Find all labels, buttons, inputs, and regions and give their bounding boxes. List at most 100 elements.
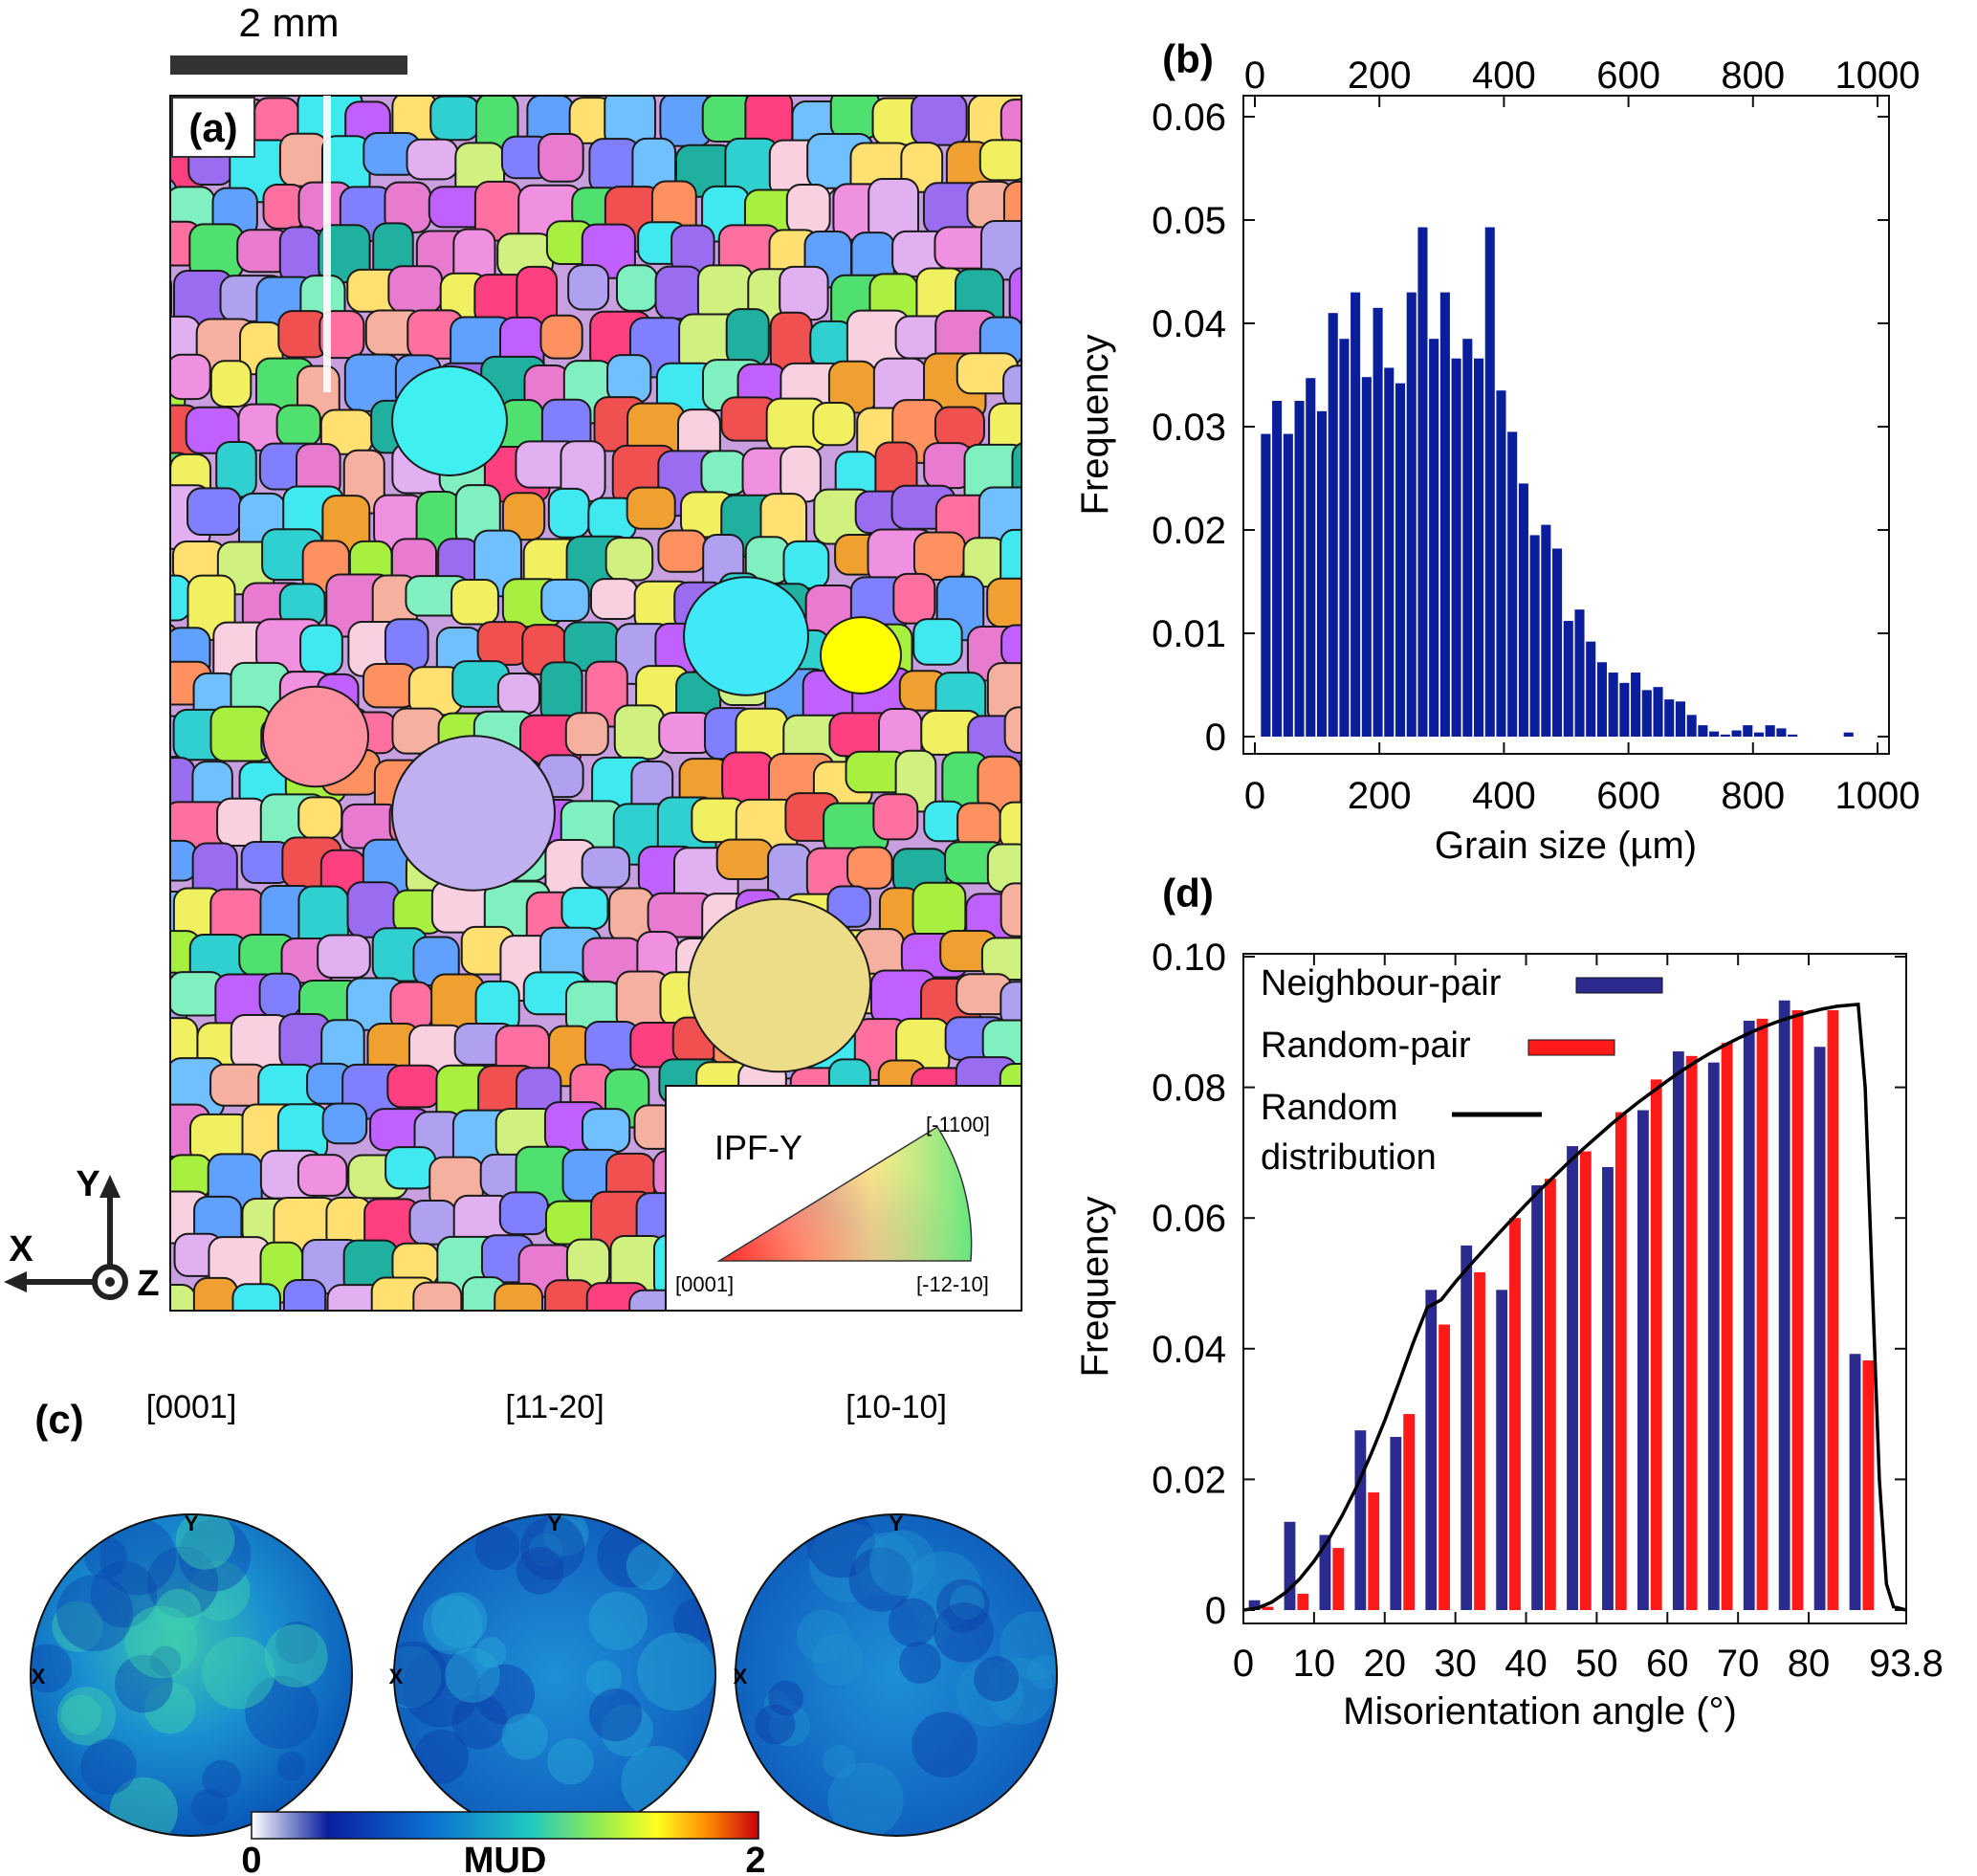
texture-contour (146, 1546, 219, 1619)
panel-c: (c) [0001] Y X [11-20] Y X [10-10] Y X (30, 1389, 1058, 1876)
panel-a: 2 mm (a) IPF-Y [0001] [-12-10] [-1100] (4, 0, 1022, 1312)
bar-neighbour-pair (1637, 1110, 1649, 1610)
bar-random-pair (1297, 1593, 1309, 1610)
texture-contour (474, 1664, 536, 1725)
texture-contour (56, 1575, 134, 1652)
grain (538, 132, 584, 183)
bar (1395, 383, 1406, 737)
bar-random-pair (1756, 1018, 1768, 1610)
grain (498, 1191, 549, 1236)
texture-contour (528, 1533, 563, 1567)
texture-contour (974, 1656, 1020, 1702)
texture-contour (888, 1598, 937, 1647)
texture-contour (516, 1547, 564, 1595)
pole-x-label: X (32, 1665, 46, 1688)
chart-b-ylabel: Frequency (1074, 335, 1116, 516)
texture-contour (621, 1746, 693, 1819)
grain-large (688, 897, 871, 1073)
bar-random-pair (1509, 1218, 1521, 1610)
texture-contour (763, 1690, 792, 1718)
bar-neighbour-pair (1813, 1047, 1826, 1610)
grain (892, 572, 936, 625)
texture-contour (90, 1560, 158, 1628)
sample-axes: Y X Z (4, 1164, 160, 1304)
y-tick-label: 0.02 (1152, 510, 1226, 552)
bar (1484, 227, 1495, 737)
grain-large (262, 685, 369, 788)
grain (846, 846, 893, 890)
texture-contour (189, 1560, 251, 1622)
bar (1351, 292, 1361, 737)
y-tick-label: 0.08 (1152, 1068, 1226, 1110)
bar-random-pair (1544, 1179, 1556, 1610)
y-tick-label: 0 (1205, 717, 1226, 759)
bar-random-pair (1403, 1414, 1416, 1610)
ipf-title: IPF-Y (714, 1128, 802, 1167)
pole-y-label: Y (548, 1512, 562, 1535)
bar (1788, 734, 1798, 737)
grain (170, 839, 198, 882)
grain (567, 264, 610, 311)
legend-swatch-neighbour (1575, 977, 1663, 994)
grain (170, 1284, 197, 1311)
pole-figure-title: [0001] (146, 1389, 237, 1425)
colorbar-max: 2 (745, 1841, 765, 1876)
bar-neighbour-pair (1248, 1600, 1261, 1610)
bar-random-pair (1368, 1492, 1380, 1610)
y-tick-label: 0.02 (1152, 1459, 1226, 1501)
bar (1720, 734, 1730, 737)
bar (1608, 673, 1618, 737)
pole-figure-10-10: [10-10] Y X (734, 1389, 1058, 1837)
grain-large (820, 616, 902, 695)
bar (1552, 548, 1563, 737)
grain (209, 360, 253, 408)
panel-a-label: (a) (188, 105, 237, 150)
x-tick-label-top: 400 (1472, 55, 1536, 97)
grain (297, 1154, 348, 1197)
texture-contour (402, 1649, 481, 1728)
bar (1272, 401, 1283, 737)
grain (544, 1279, 595, 1311)
texture-contour (124, 1605, 198, 1679)
texture-contour (245, 1675, 319, 1750)
bar-random-pair (1615, 1112, 1627, 1610)
bar (1496, 390, 1506, 737)
bar (1316, 410, 1328, 737)
scale-bar (170, 55, 407, 75)
grain (187, 487, 242, 537)
x-tick-label-top: 600 (1596, 55, 1660, 97)
legend-random: Random (1261, 1088, 1398, 1128)
x-tick-label: 1000 (1835, 775, 1921, 817)
bar (1473, 358, 1484, 737)
ipf-legend: IPF-Y [0001] [-12-10] [-1100] (665, 1085, 1022, 1312)
bar-neighbour-pair (1743, 1020, 1755, 1610)
texture-contour (414, 1729, 469, 1784)
texture-contour (543, 1514, 589, 1556)
y-tick-label: 0.06 (1152, 97, 1226, 139)
pole-figure-title: [11-20] (505, 1389, 604, 1425)
grain (412, 1281, 463, 1311)
bar (1451, 358, 1461, 737)
y-tick-label: 0.05 (1152, 200, 1226, 242)
bar (1529, 535, 1540, 737)
texture-contour (31, 1644, 73, 1693)
bar-random-pair (1474, 1271, 1485, 1610)
x-tick-label: 50 (1575, 1643, 1618, 1685)
grain (999, 801, 1021, 850)
grain (1000, 624, 1021, 667)
bar-neighbour-pair (1707, 1062, 1720, 1610)
texture-contour (585, 1660, 623, 1697)
pole-x-label: X (734, 1665, 748, 1688)
x-tick-label-top: 1000 (1835, 55, 1921, 97)
bar-random-pair (1721, 1043, 1733, 1610)
bar-random-pair (1439, 1324, 1450, 1610)
texture-contour (155, 1588, 202, 1635)
mud-colorbar: 0 MUD 2 (241, 1811, 766, 1876)
grain-large (683, 576, 809, 696)
texture-contour (60, 1694, 102, 1735)
grain (615, 264, 659, 312)
texture-contour (445, 1647, 500, 1704)
grain (782, 540, 830, 589)
legend-swatch-random (1527, 1039, 1615, 1056)
